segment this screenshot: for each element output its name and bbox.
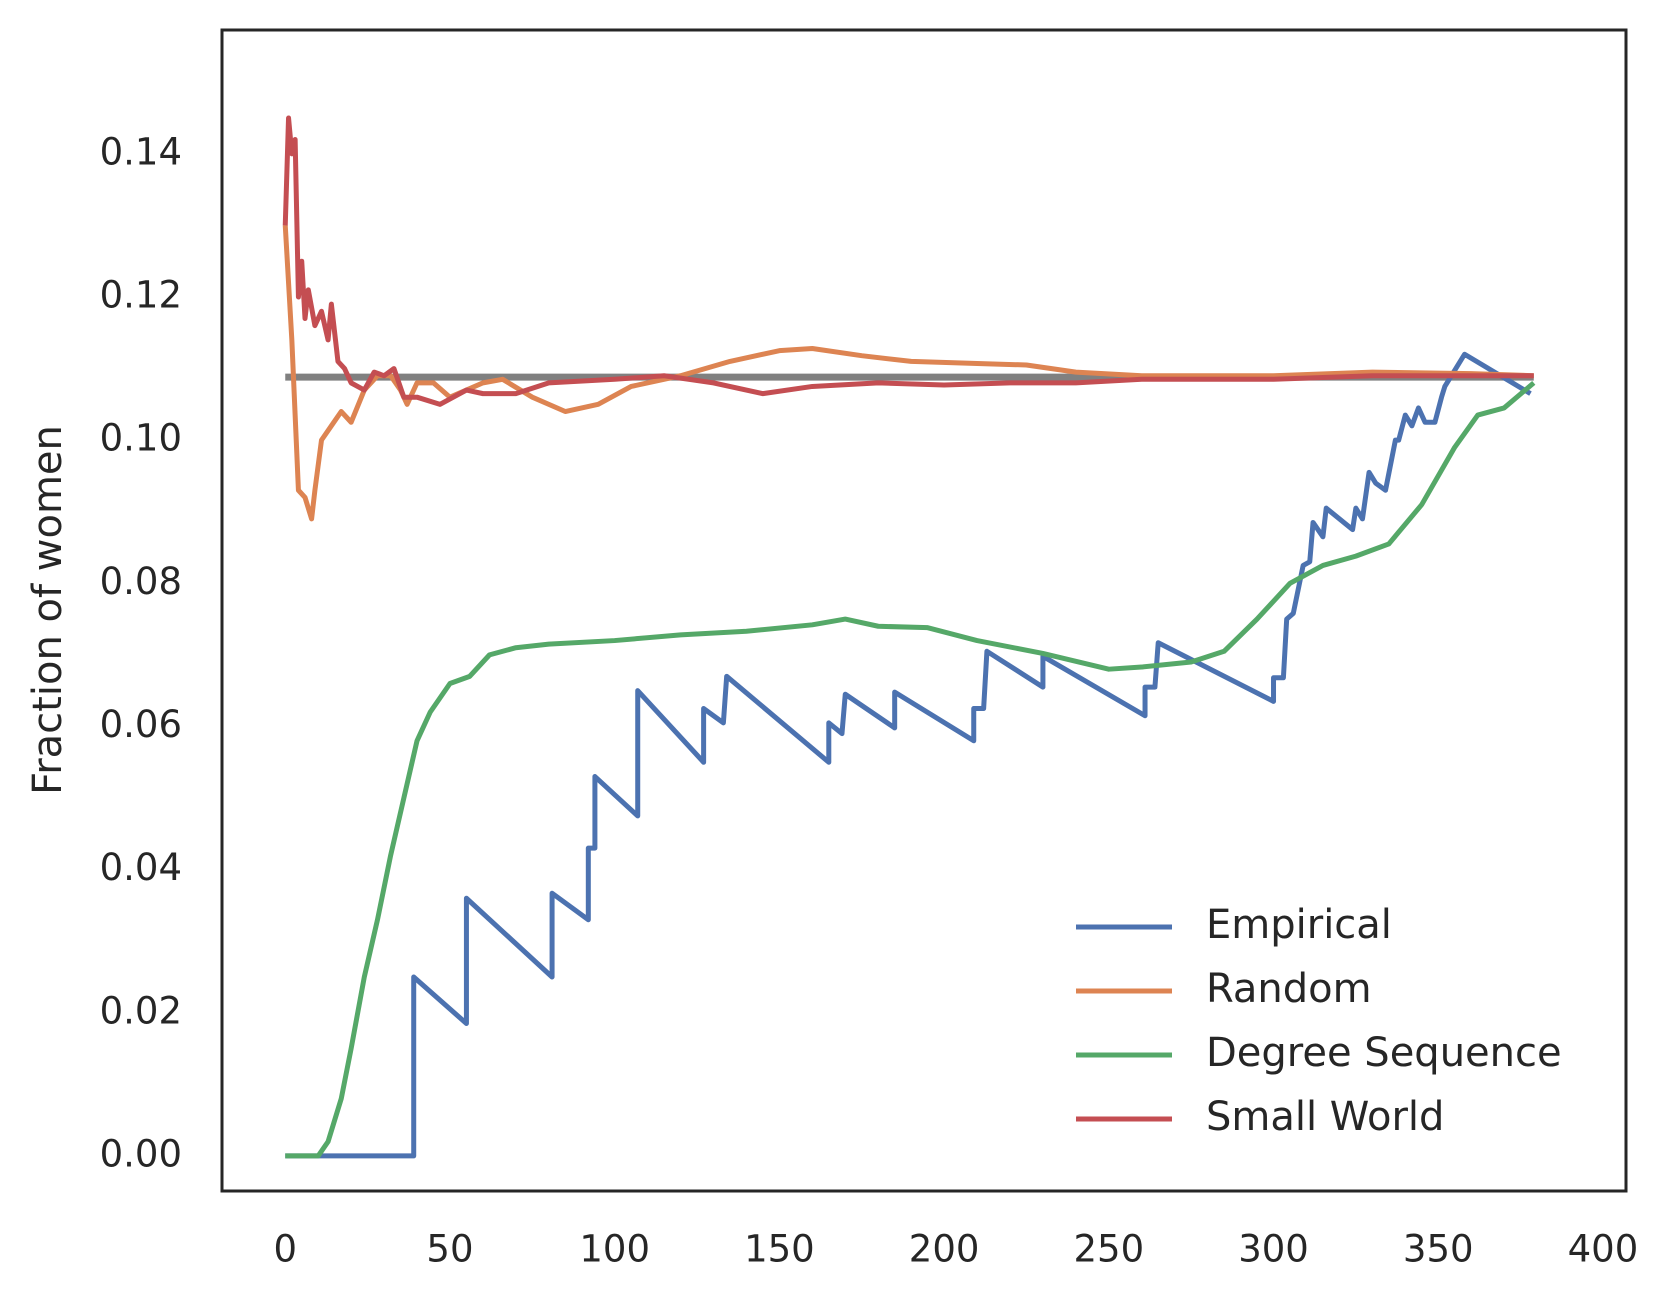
- y-tick-label: 0.12: [100, 273, 182, 316]
- series-line: [282, 225, 1534, 522]
- x-tick-label: 250: [1073, 1228, 1144, 1271]
- y-tick-label: 0.08: [100, 560, 182, 603]
- x-tick-label: 0: [273, 1228, 297, 1271]
- x-tick-label: 100: [579, 1228, 650, 1271]
- y-tick-label: 0.14: [100, 130, 182, 173]
- legend-label: Small World: [1206, 1094, 1444, 1140]
- x-tick-label: 150: [744, 1228, 815, 1271]
- x-tick-label: 200: [909, 1228, 980, 1271]
- x-tick-label: 400: [1568, 1228, 1639, 1271]
- x-tick-label: 350: [1403, 1228, 1474, 1271]
- x-tick-label: 300: [1238, 1228, 1309, 1271]
- series-line: [282, 115, 1534, 407]
- legend-label: Random: [1206, 966, 1372, 1012]
- x-tick-label: 50: [426, 1228, 473, 1271]
- series-line: [285, 380, 1536, 1159]
- y-tick-label: 0.04: [100, 846, 182, 889]
- y-tick-label: 0.00: [100, 1132, 182, 1175]
- y-axis-label: Fraction of women: [25, 425, 71, 795]
- plot-frame: [220, 28, 1628, 1193]
- y-tick-label: 0.06: [100, 703, 182, 746]
- y-tick-label: 0.10: [100, 417, 182, 460]
- y-tick-label: 0.02: [100, 989, 182, 1032]
- legend-label: Degree Sequence: [1206, 1030, 1562, 1076]
- legend-label: Empirical: [1206, 902, 1392, 948]
- series-line: [285, 351, 1532, 1159]
